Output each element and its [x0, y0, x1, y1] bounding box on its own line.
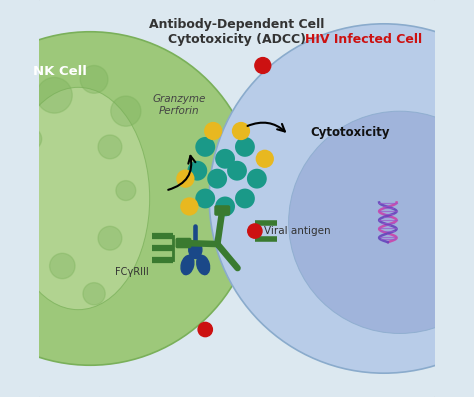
Circle shape — [289, 111, 474, 333]
Circle shape — [176, 170, 194, 188]
Text: Antibody-Dependent Cell
Cytotoxicity (ADCC): Antibody-Dependent Cell Cytotoxicity (AD… — [149, 18, 325, 46]
Circle shape — [235, 137, 255, 157]
Circle shape — [83, 283, 105, 305]
Circle shape — [116, 181, 136, 200]
Text: HIV Infected Cell: HIV Infected Cell — [305, 33, 423, 46]
Circle shape — [195, 189, 215, 208]
Circle shape — [36, 77, 72, 113]
Ellipse shape — [189, 241, 202, 258]
Text: Viral antigen: Viral antigen — [264, 226, 331, 236]
Text: NK Cell: NK Cell — [33, 65, 87, 78]
Circle shape — [232, 122, 250, 140]
FancyArrowPatch shape — [247, 123, 285, 131]
Circle shape — [255, 150, 274, 168]
Circle shape — [180, 197, 199, 216]
Circle shape — [19, 128, 42, 150]
Circle shape — [227, 161, 247, 181]
Ellipse shape — [7, 87, 150, 310]
Circle shape — [204, 122, 222, 140]
Circle shape — [209, 24, 474, 373]
Circle shape — [235, 189, 255, 208]
FancyBboxPatch shape — [215, 206, 229, 215]
Circle shape — [248, 224, 262, 238]
Circle shape — [255, 58, 271, 73]
Circle shape — [10, 222, 27, 239]
Circle shape — [187, 161, 207, 181]
Circle shape — [195, 137, 215, 157]
Circle shape — [215, 149, 235, 169]
Ellipse shape — [181, 255, 194, 275]
FancyArrowPatch shape — [168, 156, 195, 190]
Circle shape — [0, 32, 257, 365]
FancyBboxPatch shape — [37, 0, 437, 397]
Circle shape — [198, 322, 212, 337]
Circle shape — [111, 96, 141, 126]
Text: Cytotoxicity: Cytotoxicity — [310, 127, 390, 139]
Circle shape — [207, 169, 227, 189]
Circle shape — [98, 135, 122, 159]
Text: Granzyme
Perforin: Granzyme Perforin — [153, 94, 206, 116]
Circle shape — [80, 66, 108, 93]
Circle shape — [247, 169, 267, 189]
Circle shape — [98, 226, 122, 250]
Circle shape — [215, 197, 235, 216]
Circle shape — [50, 253, 75, 279]
FancyBboxPatch shape — [176, 239, 191, 248]
Ellipse shape — [197, 255, 210, 275]
Text: FCγRIII: FCγRIII — [115, 267, 149, 277]
